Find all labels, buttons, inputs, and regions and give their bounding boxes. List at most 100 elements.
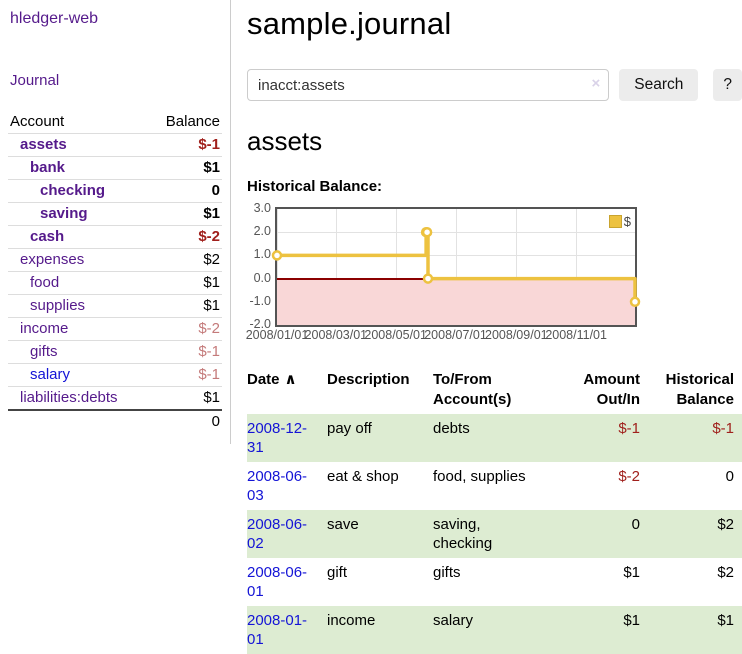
account-balance: $-2 xyxy=(198,320,220,337)
register-row: 2008-01-01 income salary $1 $1 xyxy=(247,606,742,654)
chart-heading: Historical Balance: xyxy=(247,178,383,195)
account-row: food $1 xyxy=(8,271,222,295)
account-link-income[interactable]: income xyxy=(20,320,69,337)
gridline xyxy=(277,255,635,257)
account-link-liabilities-debts[interactable]: liabilities:debts xyxy=(20,389,118,406)
account-link-cash[interactable]: cash xyxy=(30,228,65,245)
transaction-accounts: saving, checking xyxy=(433,516,493,552)
date-column-header[interactable]: Date ∧ xyxy=(247,371,297,388)
accounts-table: Account Balance assets $-1 bank $1 checking 0… xyxy=(8,110,222,433)
account-row: liabilities:debts $1 xyxy=(8,386,222,411)
account-link-saving[interactable]: saving xyxy=(40,205,88,222)
account-balance: $2 xyxy=(203,251,220,268)
legend-swatch-icon xyxy=(608,215,622,228)
data-point-marker xyxy=(421,226,433,238)
transaction-description: pay off xyxy=(327,420,372,437)
description-column-header[interactable]: Description xyxy=(327,371,410,388)
account-row: saving $1 xyxy=(8,202,222,226)
account-link-expenses[interactable]: expenses xyxy=(20,251,85,268)
chart-x-axis: 2008/01/01 2008/03/01 2008/05/01 2008/07/01… xyxy=(246,328,635,344)
sidebar-item-journal[interactable]: Journal xyxy=(10,72,60,89)
transaction-description: save xyxy=(327,516,359,533)
sidebar: hledger-web Journal Account Balance asse… xyxy=(0,0,231,444)
transaction-date-link[interactable]: 2008-06-01 xyxy=(247,564,308,600)
accounts-table-header: Account Balance xyxy=(8,110,222,134)
transaction-date-link[interactable]: 2008-06-03 xyxy=(247,468,308,504)
gridline xyxy=(455,209,457,325)
balance-column-header: Balance xyxy=(165,113,220,130)
account-row: expenses $2 xyxy=(8,248,222,272)
gridline xyxy=(516,209,518,325)
help-button[interactable]: ? xyxy=(713,69,742,101)
transaction-balance: $2 xyxy=(717,516,734,533)
account-link-salary[interactable]: salary xyxy=(30,366,71,383)
account-row: salary $-1 xyxy=(8,363,222,387)
chart-y-axis-label: -2.0 xyxy=(249,317,271,331)
transaction-date-link[interactable]: 2008-01-01 xyxy=(247,612,308,648)
balance-line-series xyxy=(271,226,641,308)
search-button[interactable]: Search xyxy=(619,69,699,101)
account-balance: $1 xyxy=(203,205,220,222)
transaction-date-link[interactable]: 2008-06-02 xyxy=(247,516,308,552)
account-balance: $-1 xyxy=(198,366,220,383)
account-balance: $1 xyxy=(203,159,220,176)
accounts-column-header[interactable]: To/From Account(s) xyxy=(433,371,512,408)
transaction-balance: 0 xyxy=(725,468,734,485)
historical-balance-chart: 3.0 2.0 1.0 0.0 -1.0 -2.0 $ 2008/01/01 2008/03… xyxy=(246,201,742,347)
chart-y-axis-label: 2.0 xyxy=(253,224,271,239)
data-point-marker xyxy=(629,296,641,308)
register-table-body: 2008-12-31 pay off debts $-1 $-1 2008-06-03 ea… xyxy=(247,414,742,654)
account-balance: $-1 xyxy=(198,343,220,360)
account-balance: $1 xyxy=(203,297,220,314)
sort-ascending-icon: ∧ xyxy=(284,371,297,388)
brand-link[interactable]: hledger-web xyxy=(10,10,99,27)
account-balance: $-1 xyxy=(198,136,220,153)
register-row: 2008-06-01 gift gifts $1 $2 xyxy=(247,558,742,606)
transaction-description: income xyxy=(327,612,376,629)
account-row: supplies $1 xyxy=(8,294,222,318)
register-row: 2008-06-03 eat & shop food, supplies $-2 0 xyxy=(247,462,742,510)
register-table-header: Date ∧ Description To/From Account(s) Amo… xyxy=(247,366,742,414)
page-title: sample.journal xyxy=(247,6,452,41)
account-row: checking 0 xyxy=(8,179,222,203)
account-heading: assets xyxy=(247,126,323,156)
balance-column-header[interactable]: Historical Balance xyxy=(665,371,734,408)
register-row: 2008-12-31 pay off debts $-1 $-1 xyxy=(247,414,742,462)
transaction-balance: $1 xyxy=(717,612,734,629)
gridline xyxy=(576,209,578,325)
chart-x-axis-label: 2008/09/01 xyxy=(485,328,548,342)
sidebar-total-value: 0 xyxy=(211,413,220,430)
search-input-wrap: × xyxy=(247,69,610,101)
account-row: assets $-1 xyxy=(8,133,222,157)
negative-region xyxy=(277,278,635,325)
account-balance: $-2 xyxy=(198,228,220,245)
transaction-amount: $1 xyxy=(623,612,640,629)
main-content: sample.journal × Search ? assets Histori… xyxy=(246,0,742,654)
search-input[interactable] xyxy=(247,69,610,101)
transaction-accounts: food, supplies xyxy=(433,468,526,485)
account-link-checking[interactable]: checking xyxy=(40,182,106,199)
gridline xyxy=(395,209,397,325)
account-link-supplies[interactable]: supplies xyxy=(30,297,86,314)
transaction-accounts: salary xyxy=(433,612,474,629)
account-row: income $-2 xyxy=(8,317,222,341)
chart-plot-area[interactable]: $ xyxy=(271,207,641,327)
register-table: Date ∧ Description To/From Account(s) Amo… xyxy=(247,366,742,654)
clear-search-icon[interactable]: × xyxy=(591,75,601,92)
account-row: bank $1 xyxy=(8,156,222,180)
account-balance: $1 xyxy=(203,389,220,406)
chart-legend: $ xyxy=(608,214,631,229)
account-link-gifts[interactable]: gifts xyxy=(30,343,58,360)
amount-column-header[interactable]: Amount Out/In xyxy=(583,371,640,408)
accounts-table-body: assets $-1 bank $1 checking 0 saving $1 cash $-2 e… xyxy=(8,133,222,434)
account-link-food[interactable]: food xyxy=(30,274,60,291)
transaction-balance: $2 xyxy=(717,564,734,581)
transaction-amount: $-1 xyxy=(618,420,640,437)
chart-x-axis-label: 2008/05/01 xyxy=(364,328,427,342)
account-link-bank[interactable]: bank xyxy=(30,159,66,176)
chart-x-axis-label: 2008/03/01 xyxy=(304,328,368,342)
account-balance: $1 xyxy=(203,274,220,291)
legend-label: $ xyxy=(623,214,631,229)
transaction-date-link[interactable]: 2008-12-31 xyxy=(247,420,308,456)
account-link-assets[interactable]: assets xyxy=(20,136,67,153)
